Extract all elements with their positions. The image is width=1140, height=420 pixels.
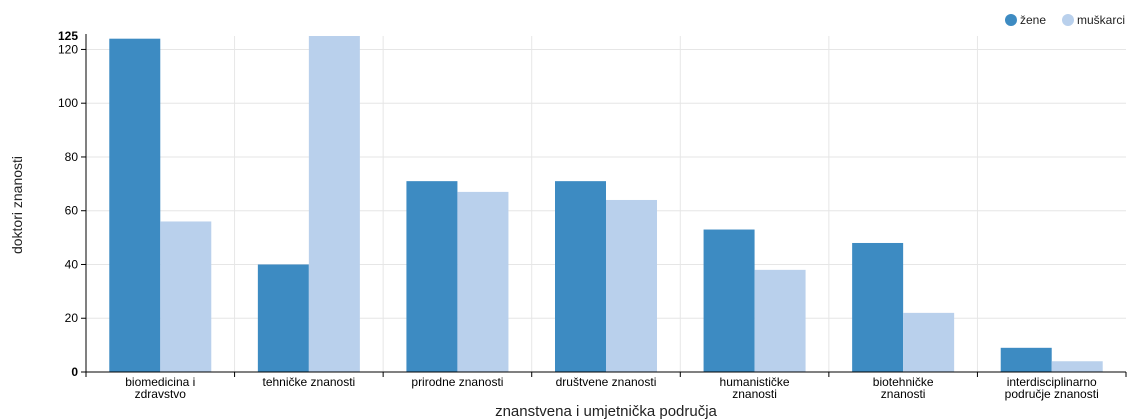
x-tick-label: znanosti [732, 387, 777, 401]
y-axis-title: doktori znanosti [9, 156, 25, 254]
x-tick-label: područje znanosti [1005, 387, 1099, 401]
bar-zene[interactable] [703, 229, 755, 372]
bar-muskarci[interactable] [754, 269, 806, 372]
x-tick-label: zdravstvo [135, 387, 187, 401]
bar-zene[interactable] [257, 264, 309, 372]
y-tick-label: 0 [71, 365, 78, 379]
y-tick-label: 80 [65, 150, 79, 164]
bar-muskarci[interactable] [903, 312, 955, 372]
y-max-label: 125 [58, 29, 78, 43]
axes [81, 34, 1127, 377]
x-axis-title: znanstvena i umjetnička područja [495, 403, 717, 420]
y-tick-label: 60 [65, 204, 79, 218]
bar-muskarci[interactable] [457, 191, 509, 372]
x-tick-label: humanističke [720, 375, 790, 389]
legend-swatch-muskarci [1062, 14, 1074, 26]
bar-zene[interactable] [1000, 347, 1052, 372]
bar-muskarci[interactable] [308, 36, 360, 372]
x-tick-label: društvene znanosti [556, 375, 657, 389]
x-tick-label: biotehničke [873, 375, 934, 389]
bar-muskarci[interactable] [1051, 361, 1103, 372]
y-tick-label: 40 [65, 257, 79, 271]
bar-zene[interactable] [406, 181, 458, 372]
x-tick-label: prirodne znanosti [411, 375, 503, 389]
bar-zene[interactable] [109, 38, 161, 373]
bar-muskarci[interactable] [160, 221, 212, 372]
legend[interactable]: žene muškarci [1005, 13, 1125, 27]
x-tick-label: znanosti [881, 387, 926, 401]
y-tick-label: 20 [65, 311, 79, 325]
legend-swatch-zene [1005, 14, 1017, 26]
legend-label-zene: žene [1020, 13, 1046, 27]
y-tick-label: 120 [58, 42, 78, 56]
x-tick-label: tehničke znanosti [262, 375, 355, 389]
x-tick-label: biomedicina i [125, 375, 195, 389]
bar-zene[interactable] [555, 181, 606, 372]
y-tick-label: 100 [58, 96, 78, 110]
legend-label-muskarci: muškarci [1077, 13, 1125, 27]
bars [109, 36, 1103, 373]
x-tick-label: interdisciplinarno [1007, 375, 1097, 389]
bar-muskarci[interactable] [606, 199, 657, 372]
y-tick-labels: 0 20 40 60 80 100 120 [58, 42, 78, 379]
bar-zene[interactable] [852, 242, 904, 372]
